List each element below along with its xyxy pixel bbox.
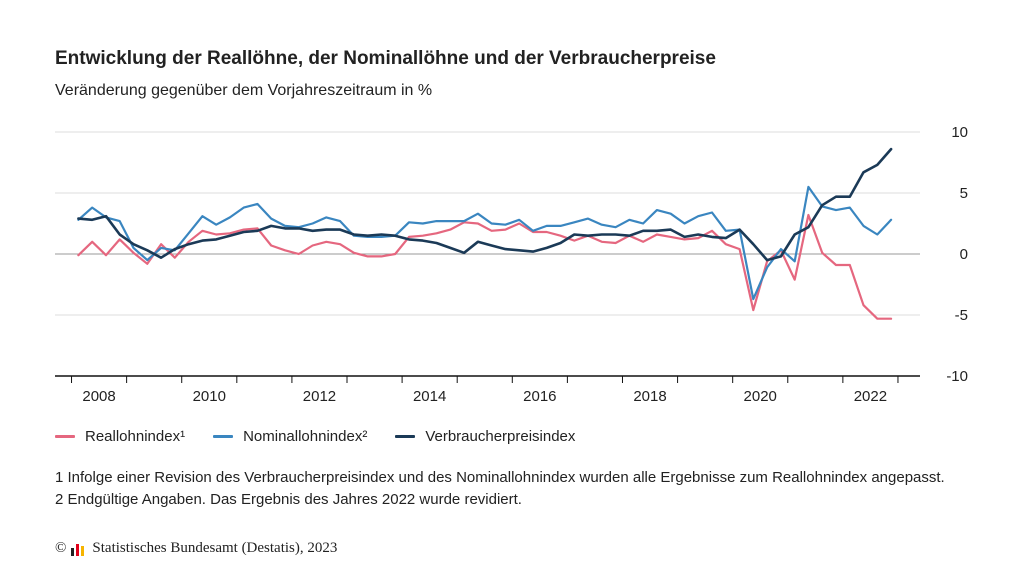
legend-item-nominal: Nominallohnindex² — [213, 428, 367, 445]
series-line-cpi — [77, 147, 893, 262]
y-tick-label: -5 — [955, 307, 968, 324]
x-axis — [55, 375, 920, 383]
series-lines — [77, 147, 893, 320]
y-tick-labels: 10 5 0 -5 -10 — [946, 124, 968, 385]
legend: Reallohnindex¹ Nominallohnindex² Verbrauch… — [55, 428, 575, 445]
series-line-nominal — [77, 185, 893, 301]
legend-swatch — [213, 435, 234, 438]
y-tick-label: 0 — [960, 246, 968, 263]
y-tick-label: 5 — [960, 185, 968, 202]
x-tick-label: 2010 — [193, 388, 226, 405]
x-tick-label: 2014 — [413, 388, 446, 405]
source-credit: © Statistisches Bundesamt (Destatis), 20… — [55, 540, 337, 557]
y-tick-label: 10 — [951, 124, 968, 141]
chart-title: Entwicklung der Reallöhne, der Nominallö… — [55, 48, 716, 69]
x-tick-label: 2018 — [633, 388, 666, 405]
footnote: 1 Infolge einer Revision des Verbraucher… — [55, 469, 945, 508]
legend-label: Verbraucherpreisindex — [425, 428, 576, 445]
legend-item-real: Reallohnindex¹ — [55, 428, 185, 445]
destatis-bar-logo-icon — [71, 543, 85, 556]
x-tick-label: 2016 — [523, 388, 556, 405]
x-tick-label: 2008 — [82, 388, 115, 405]
x-tick-labels: 2008 2010 2012 2014 2016 2018 2020 2022 — [82, 388, 887, 405]
x-tick-label: 2020 — [744, 388, 777, 405]
gridlines — [55, 131, 920, 316]
y-tick-label: -10 — [946, 368, 968, 385]
legend-swatch — [395, 435, 416, 438]
x-tick-label: 2022 — [854, 388, 887, 405]
legend-swatch — [55, 435, 75, 438]
copyright-symbol: © — [55, 540, 67, 556]
legend-label: Nominallohnindex² — [243, 428, 368, 445]
legend-item-cpi: Verbraucherpreisindex — [395, 428, 575, 445]
legend-label: Reallohnindex¹ — [85, 428, 186, 445]
chart-subtitle: Veränderung gegenüber dem Vorjahreszeitr… — [55, 82, 433, 99]
source-text: Statistisches Bundesamt (Destatis), 2023 — [92, 540, 338, 556]
series-line-real — [77, 213, 893, 320]
x-tick-label: 2012 — [303, 388, 336, 405]
